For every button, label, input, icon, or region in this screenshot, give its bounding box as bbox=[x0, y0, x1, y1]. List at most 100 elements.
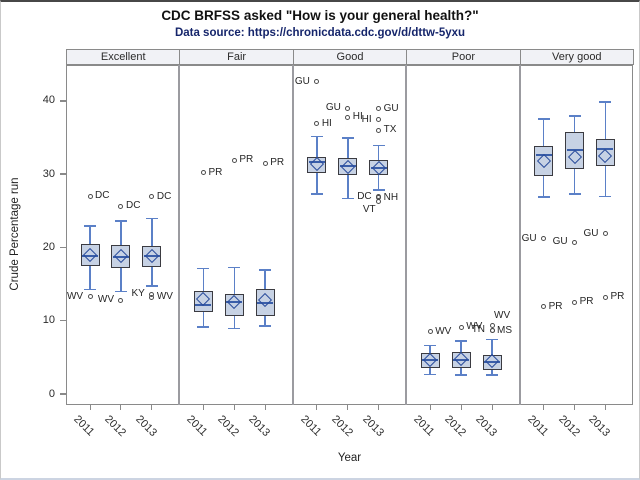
y-tick-label: 0 bbox=[48, 387, 55, 400]
outlier-label: KY bbox=[131, 288, 145, 300]
x-tick-label: 2011 bbox=[184, 413, 210, 439]
whisker-cap-bottom bbox=[228, 327, 241, 330]
whisker-cap-bottom bbox=[341, 197, 354, 200]
x-tick bbox=[491, 405, 493, 410]
x-tick bbox=[151, 405, 153, 410]
median-line bbox=[112, 255, 129, 258]
outlier-point bbox=[376, 127, 382, 133]
plot-frame bbox=[66, 65, 633, 405]
median-line bbox=[422, 359, 439, 362]
x-tick-label: 2011 bbox=[524, 413, 551, 439]
outlier-point bbox=[262, 160, 268, 166]
whisker-cap-top bbox=[197, 267, 210, 270]
outlier-point bbox=[149, 194, 155, 200]
x-tick bbox=[89, 405, 91, 410]
outlier-point bbox=[149, 294, 155, 300]
chart-title: CDC BRFSS asked "How is your general hea… bbox=[161, 8, 479, 23]
y-tick bbox=[60, 173, 66, 175]
x-tick-label: 2012 bbox=[102, 413, 129, 440]
x-tick-label: 2012 bbox=[329, 413, 355, 440]
median-line bbox=[566, 149, 583, 151]
outlier-label: TX bbox=[383, 124, 397, 136]
box bbox=[595, 139, 615, 167]
outlier-label: DC bbox=[156, 190, 172, 202]
panel-separator bbox=[405, 65, 408, 405]
x-tick-label: 2013 bbox=[133, 413, 159, 440]
whisker-cap-bottom bbox=[537, 196, 550, 198]
outlier-point bbox=[200, 170, 206, 176]
x-tick-label: 2013 bbox=[246, 413, 273, 440]
x-tick bbox=[378, 405, 380, 410]
whisker-cap-bottom bbox=[424, 373, 437, 376]
whisker-cap-bottom bbox=[114, 290, 127, 293]
outlier-point bbox=[376, 117, 382, 123]
panel-header: Poor bbox=[406, 49, 521, 65]
x-tick bbox=[264, 405, 266, 410]
whisker-cap-top bbox=[228, 266, 241, 269]
x-tick-label: 2011 bbox=[298, 413, 324, 439]
y-tick bbox=[60, 246, 66, 249]
outlier-label: DC bbox=[357, 190, 372, 202]
x-tick-label: 2013 bbox=[473, 413, 500, 440]
whisker-cap-top bbox=[310, 135, 323, 138]
outlier-point bbox=[489, 328, 495, 334]
outlier-point bbox=[314, 121, 320, 127]
whisker-cap-top bbox=[372, 144, 385, 147]
outlier-label: DC bbox=[95, 190, 110, 202]
outlier-label: TN bbox=[471, 324, 486, 336]
panel-header: Excellent bbox=[66, 49, 181, 65]
median-line bbox=[453, 358, 470, 361]
whisker-cap-bottom bbox=[486, 374, 499, 376]
whisker-cap-top bbox=[259, 269, 272, 271]
whisker-cap-top bbox=[537, 118, 550, 120]
outlier-point bbox=[602, 231, 608, 237]
whisker-cap-bottom bbox=[84, 288, 97, 291]
x-tick bbox=[233, 405, 235, 410]
whisker-cap-top bbox=[84, 225, 97, 227]
median-line bbox=[257, 302, 274, 305]
median-line bbox=[308, 161, 325, 164]
whisker-cap-top bbox=[424, 344, 437, 347]
outlier-point bbox=[314, 79, 320, 85]
panel-header: Good bbox=[292, 49, 408, 65]
outlier-label: GU bbox=[521, 232, 537, 244]
x-tick-label: 2012 bbox=[215, 413, 242, 440]
outlier-point bbox=[118, 203, 124, 209]
whisker-cap-top bbox=[341, 137, 354, 139]
outlier-point bbox=[345, 105, 351, 111]
outlier-label: GU bbox=[383, 102, 399, 114]
outlier-point bbox=[602, 294, 608, 300]
median-line bbox=[597, 147, 614, 150]
x-axis-label: Year bbox=[337, 452, 362, 464]
median-line bbox=[535, 154, 552, 157]
outlier-label: WV bbox=[97, 294, 114, 306]
x-tick bbox=[574, 405, 576, 410]
median-line bbox=[339, 165, 356, 168]
outlier-point bbox=[427, 329, 433, 335]
outlier-point bbox=[376, 106, 382, 112]
outlier-label: PR bbox=[270, 157, 285, 169]
panel-separator bbox=[518, 65, 521, 405]
panel-separator bbox=[178, 65, 181, 405]
outlier-label: WV bbox=[435, 325, 452, 337]
whisker-cap-bottom bbox=[145, 285, 158, 287]
x-tick-label: 2012 bbox=[442, 413, 469, 440]
panel-header: Fair bbox=[179, 49, 294, 65]
outlier-point bbox=[87, 294, 93, 300]
outlier-label: GU bbox=[294, 75, 310, 87]
whisker-cap-bottom bbox=[455, 374, 468, 376]
y-tick bbox=[60, 100, 66, 102]
y-tick-label: 40 bbox=[42, 94, 55, 107]
median-line bbox=[82, 255, 99, 258]
whisker-cap-top bbox=[114, 220, 127, 222]
y-tick-label: 20 bbox=[42, 240, 55, 253]
y-tick bbox=[60, 393, 66, 395]
outlier-point bbox=[118, 297, 124, 303]
x-tick-label: 2011 bbox=[411, 413, 437, 439]
whisker-cap-top bbox=[455, 340, 468, 342]
y-tick-label: 30 bbox=[42, 167, 55, 180]
x-tick-label: 2013 bbox=[359, 413, 386, 440]
x-tick bbox=[604, 405, 606, 410]
